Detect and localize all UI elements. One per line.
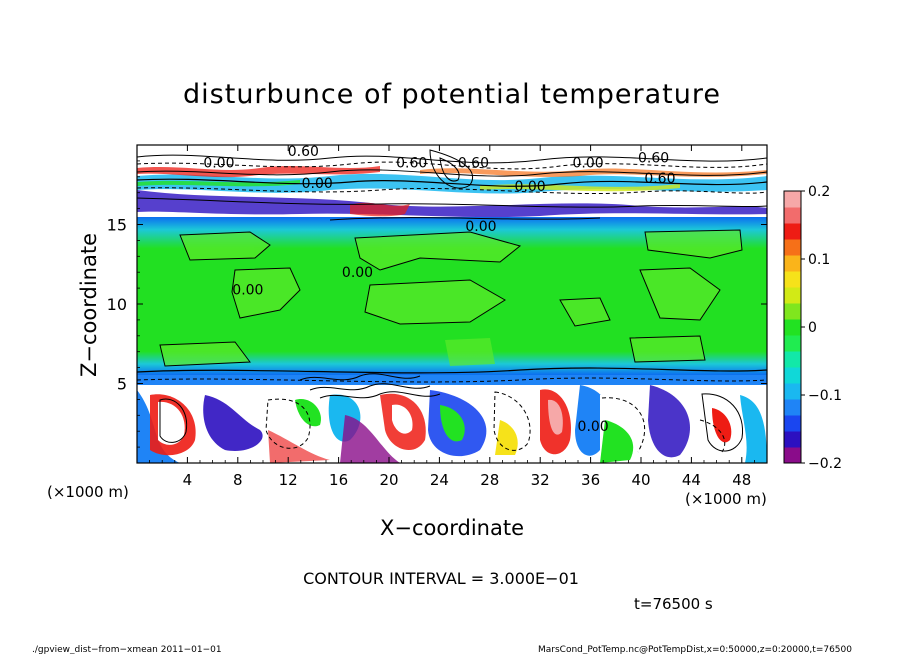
x-tick-label: 12 xyxy=(279,471,298,489)
x-tick-label: 28 xyxy=(480,471,499,489)
contour-label: 0.00 xyxy=(203,155,234,171)
colorbar-segment xyxy=(784,191,801,208)
colorbar-segment xyxy=(784,287,801,304)
x-tick-label: 24 xyxy=(430,471,449,489)
field-layer: 0.60 0.00 0.00 0.60 0.60 0.00 0.60 0.60 0.00 0.00… xyxy=(137,144,767,463)
colorbar-segment xyxy=(784,207,801,224)
contour-label: 0.60 xyxy=(288,144,319,160)
x-tick-label: 48 xyxy=(732,471,751,489)
contour-label: 0.00 xyxy=(572,155,603,171)
colorbar-tick-label: 0.2 xyxy=(808,184,830,200)
colorbar-segment xyxy=(784,367,801,384)
mid-structures xyxy=(160,230,742,366)
contour-label: 0.60 xyxy=(638,150,669,166)
x-tick-label: 40 xyxy=(631,471,650,489)
colorbar-segment xyxy=(784,255,801,272)
y-tick-label: 5 xyxy=(117,375,127,394)
colorbar-tick-label: −0.2 xyxy=(808,456,842,472)
y-tick-label: 15 xyxy=(107,216,127,235)
colorbar-segment xyxy=(784,303,801,320)
colorbar-segment xyxy=(784,319,801,336)
contour-label: 0.00 xyxy=(578,419,609,435)
colorbar-segment xyxy=(784,399,801,416)
x-tick-label: 16 xyxy=(329,471,348,489)
x-axis-unit-left: (×1000 m) xyxy=(47,483,129,501)
colorbar-segment xyxy=(784,431,801,448)
chart-title: disturbunce of potential temperature xyxy=(183,79,721,110)
x-tick-label: 8 xyxy=(233,471,243,489)
footer-left: ./gpview_dist−from−xmean 2011−01−01 xyxy=(32,645,222,654)
x-axis-unit-right: (×1000 m) xyxy=(685,490,767,508)
contour-label: 0.00 xyxy=(342,265,373,281)
colorbar-segment xyxy=(784,351,801,368)
x-tick-label: 4 xyxy=(183,471,193,489)
colorbar-segment xyxy=(784,223,801,240)
x-tick-label: 44 xyxy=(682,471,701,489)
colorbar-segment xyxy=(784,447,801,464)
colorbar-segment xyxy=(784,415,801,432)
contour-interval-label: CONTOUR INTERVAL = 3.000E−01 xyxy=(303,569,579,588)
y-tick-label: 10 xyxy=(107,295,127,314)
contour-label: 0.60 xyxy=(644,171,675,187)
colorbar-tick-label: 0 xyxy=(808,320,817,336)
contour-lines xyxy=(137,149,767,453)
contour-label: 0.00 xyxy=(465,219,496,235)
time-label: t=76500 s xyxy=(634,595,713,613)
x-axis: 4 8 12 16 20 24 28 32 36 40 44 48 xyxy=(149,145,755,489)
x-tick-label: 20 xyxy=(379,471,398,489)
colorbar-segment xyxy=(784,383,801,400)
colorbar-segment xyxy=(784,271,801,288)
contour-label: 0.60 xyxy=(396,155,427,171)
contour-label: 0.60 xyxy=(458,155,489,171)
x-axis-label: X−coordinate xyxy=(380,516,524,540)
contour-label: 0.00 xyxy=(515,179,546,195)
contour-label: 0.00 xyxy=(232,282,263,298)
y-axis: 5 10 15 xyxy=(107,160,767,448)
contour-label: 0.00 xyxy=(302,176,333,192)
x-tick-label: 36 xyxy=(581,471,600,489)
colorbar-segment xyxy=(784,239,801,256)
colorbar-tick-label: −0.1 xyxy=(808,388,842,404)
colorbar: 0.2 0.1 0 −0.1 −0.2 xyxy=(783,184,842,472)
contour-labels: 0.60 0.00 0.00 0.60 0.60 0.00 0.60 0.60 0.00 0.00… xyxy=(203,144,675,435)
y-axis-label: Z−coordinate xyxy=(77,233,101,377)
footer-right: MarsCond_PotTemp.nc@PotTempDist,x=0:5000… xyxy=(538,645,852,654)
x-tick-label: 32 xyxy=(531,471,550,489)
colorbar-tick-label: 0.1 xyxy=(808,252,830,268)
colorbar-segment xyxy=(784,335,801,352)
